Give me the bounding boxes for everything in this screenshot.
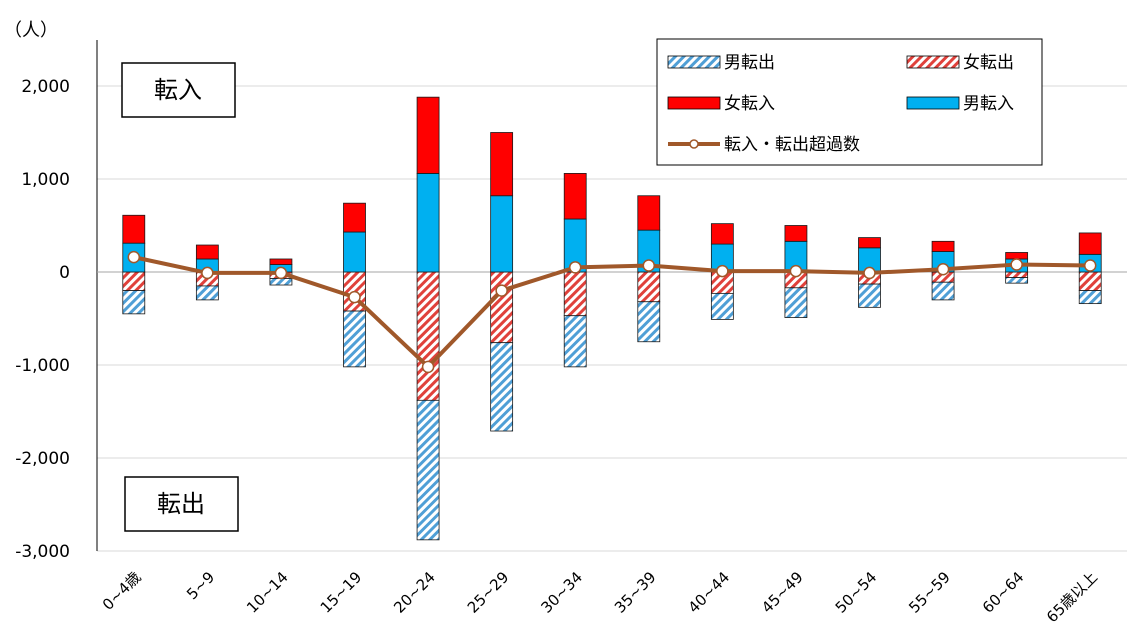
y-tick-label: 1,000 bbox=[21, 170, 70, 190]
bar-male-out bbox=[710, 292, 734, 320]
in-annotation-box bbox=[121, 62, 236, 118]
legend-swatch-female-in bbox=[667, 96, 721, 110]
net-point bbox=[201, 266, 214, 280]
y-tick-label: -2,000 bbox=[15, 449, 70, 469]
in-annotation-label: 転入 bbox=[154, 76, 202, 104]
out-annotation-box bbox=[124, 476, 239, 532]
bar-female-in bbox=[343, 202, 366, 233]
bar-female-in bbox=[122, 214, 146, 244]
out-annotation: 転出 bbox=[124, 476, 239, 532]
bar-male-out bbox=[1078, 290, 1102, 305]
bar-female-in bbox=[637, 195, 661, 231]
legend-label-net: 転入・転出超過数 bbox=[724, 135, 860, 155]
bar-male-out bbox=[490, 342, 514, 432]
legend-swatch-net-marker bbox=[689, 139, 699, 149]
x-tick-label: 40~44 bbox=[685, 568, 734, 617]
bar-female-in bbox=[1078, 232, 1102, 255]
legend-label-female-in: 女転入 bbox=[724, 94, 775, 114]
x-tick-label: 15~19 bbox=[317, 568, 366, 617]
out-annotation-label: 転出 bbox=[157, 490, 205, 518]
net-point bbox=[642, 259, 656, 272]
bar-male-in bbox=[490, 195, 514, 273]
bar-male-out bbox=[931, 281, 955, 301]
net-point bbox=[936, 262, 950, 276]
bar-female-in bbox=[1005, 252, 1029, 260]
net-point bbox=[1010, 258, 1023, 271]
bar-male-out bbox=[637, 301, 661, 343]
y-tick-labels: 2,000 1,000 0 -1,000 -2,000 -3,000 bbox=[15, 77, 70, 562]
bar-female-in bbox=[858, 237, 881, 249]
net-point bbox=[127, 250, 141, 264]
bar-female-out bbox=[1078, 271, 1102, 292]
x-tick-label: 20~24 bbox=[390, 568, 439, 617]
x-tick-label: 25~29 bbox=[464, 568, 513, 617]
bar-female-in bbox=[563, 173, 587, 220]
legend-box bbox=[656, 38, 1043, 166]
x-tick-label: 10~14 bbox=[243, 568, 292, 617]
legend-swatch-male-out bbox=[667, 55, 721, 69]
x-tick-label: 5~9 bbox=[183, 568, 218, 603]
x-tick-labels: 0~4歳 5~9 10~14 15~19 20~24 25~29 30~34 35~39 40~… bbox=[99, 568, 1101, 626]
bar-male-out bbox=[195, 285, 219, 301]
bar-female-out bbox=[637, 271, 661, 303]
bar-male-out bbox=[1005, 277, 1029, 284]
net-point bbox=[421, 360, 435, 374]
y-tick-label: 0 bbox=[59, 263, 70, 283]
net-point bbox=[348, 290, 361, 304]
net-point bbox=[789, 264, 803, 278]
net-point bbox=[863, 266, 876, 280]
net-point bbox=[1083, 259, 1097, 272]
in-annotation: 転入 bbox=[121, 62, 236, 118]
bar-female-in bbox=[195, 244, 219, 260]
net-line-series bbox=[127, 250, 1097, 374]
legend-label-male-in: 男転入 bbox=[963, 94, 1014, 114]
bar-male-in bbox=[343, 231, 366, 273]
bar-male-out bbox=[122, 290, 146, 315]
bar-female-in bbox=[269, 258, 293, 265]
bar-female-in bbox=[931, 240, 955, 252]
bar-male-out bbox=[563, 315, 587, 368]
x-tick-label: 45~49 bbox=[758, 568, 807, 617]
net-point bbox=[495, 284, 508, 297]
bar-female-in bbox=[784, 225, 808, 242]
net-point bbox=[716, 264, 729, 278]
bar-male-out bbox=[269, 278, 293, 286]
legend-swatch-male-in bbox=[906, 96, 960, 110]
legend-label-male-out: 男転出 bbox=[724, 53, 775, 73]
x-tick-label: 0~4歳 bbox=[99, 568, 145, 614]
x-tick-label: 60~64 bbox=[979, 568, 1028, 617]
bar-male-out bbox=[858, 283, 881, 308]
bar-male-in bbox=[416, 173, 440, 273]
y-tick-label: -3,000 bbox=[15, 542, 70, 562]
bar-male-out bbox=[416, 399, 440, 541]
net-point bbox=[274, 266, 288, 280]
bar-female-out bbox=[490, 271, 514, 344]
bar-female-in bbox=[416, 96, 440, 174]
bar-female-out bbox=[563, 271, 587, 317]
x-tick-label: 50~54 bbox=[832, 568, 881, 617]
bar-female-in bbox=[490, 132, 514, 197]
legend: 男転出 女転出 女転入 男転入 転入・転出超過数 bbox=[656, 38, 1043, 166]
bar-female-out bbox=[122, 271, 146, 292]
y-unit-label: （人） bbox=[4, 20, 58, 41]
x-tick-label: 65歳以上 bbox=[1043, 568, 1101, 626]
bar-female-in bbox=[710, 223, 734, 245]
bar-male-out bbox=[784, 287, 808, 318]
x-tick-label: 35~39 bbox=[611, 568, 660, 617]
bar-female-out bbox=[416, 271, 440, 401]
net-line bbox=[133, 255, 1091, 369]
x-tick-label: 55~59 bbox=[905, 568, 954, 617]
bar-male-out bbox=[343, 310, 366, 368]
legend-label-female-out: 女転出 bbox=[963, 53, 1014, 73]
x-tick-label: 30~34 bbox=[537, 568, 586, 617]
bar-female-out bbox=[1005, 271, 1029, 278]
legend-swatch-female-out bbox=[906, 55, 960, 69]
y-tick-label: 2,000 bbox=[21, 77, 70, 97]
net-point bbox=[568, 261, 582, 274]
y-tick-label: -1,000 bbox=[15, 356, 70, 376]
